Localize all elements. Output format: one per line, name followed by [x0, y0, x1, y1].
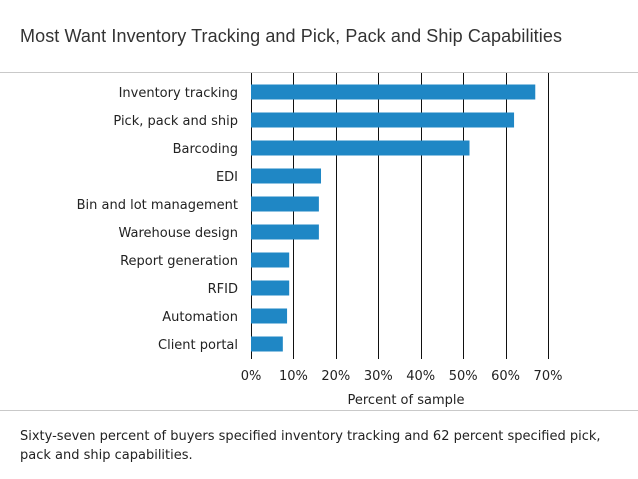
x-tick-labels: 0% 10% 20% 30% 40% 50% 60% 70% — [241, 369, 563, 384]
x-tick-label-0: 0% — [241, 369, 262, 384]
bar-7 — [251, 280, 290, 296]
bar-4 — [251, 196, 319, 212]
category-label-6: Report generation — [120, 254, 238, 269]
category-label-2: Barcoding — [173, 142, 238, 157]
x-tick-label-50: 50% — [449, 369, 478, 384]
chart-title: Most Want Inventory Tracking and Pick, P… — [20, 26, 563, 46]
chart-caption: Sixty-seven percent of buyers specified … — [20, 429, 601, 463]
x-tick-label-70: 70% — [534, 369, 563, 384]
category-label-1: Pick, pack and ship — [113, 114, 238, 129]
category-label-3: EDI — [216, 170, 238, 185]
bars — [251, 84, 536, 352]
bar-8 — [251, 308, 288, 324]
x-tick-label-30: 30% — [364, 369, 393, 384]
bar-6 — [251, 252, 290, 268]
caption-divider — [0, 410, 638, 411]
category-labels: Inventory tracking Pick, pack and ship Bar… — [77, 86, 238, 353]
bar-1 — [251, 112, 515, 128]
bar-chart: Inventory tracking Pick, pack and ship Bar… — [77, 73, 563, 408]
category-label-8: Automation — [162, 310, 238, 325]
category-label-7: RFID — [208, 282, 238, 297]
category-label-5: Warehouse design — [118, 226, 238, 241]
x-axis-label: Percent of sample — [348, 393, 465, 408]
title-divider — [0, 72, 638, 73]
category-label-9: Client portal — [158, 338, 238, 353]
bar-9 — [251, 336, 283, 352]
category-label-0: Inventory tracking — [119, 86, 238, 101]
x-tick-label-40: 40% — [406, 369, 435, 384]
bar-5 — [251, 224, 319, 240]
x-tick-label-20: 20% — [321, 369, 350, 384]
bar-0 — [251, 84, 536, 100]
category-label-4: Bin and lot management — [77, 198, 238, 213]
bar-3 — [251, 168, 322, 184]
x-tick-label-10: 10% — [279, 369, 308, 384]
bar-2 — [251, 140, 470, 156]
x-tick-label-60: 60% — [491, 369, 520, 384]
